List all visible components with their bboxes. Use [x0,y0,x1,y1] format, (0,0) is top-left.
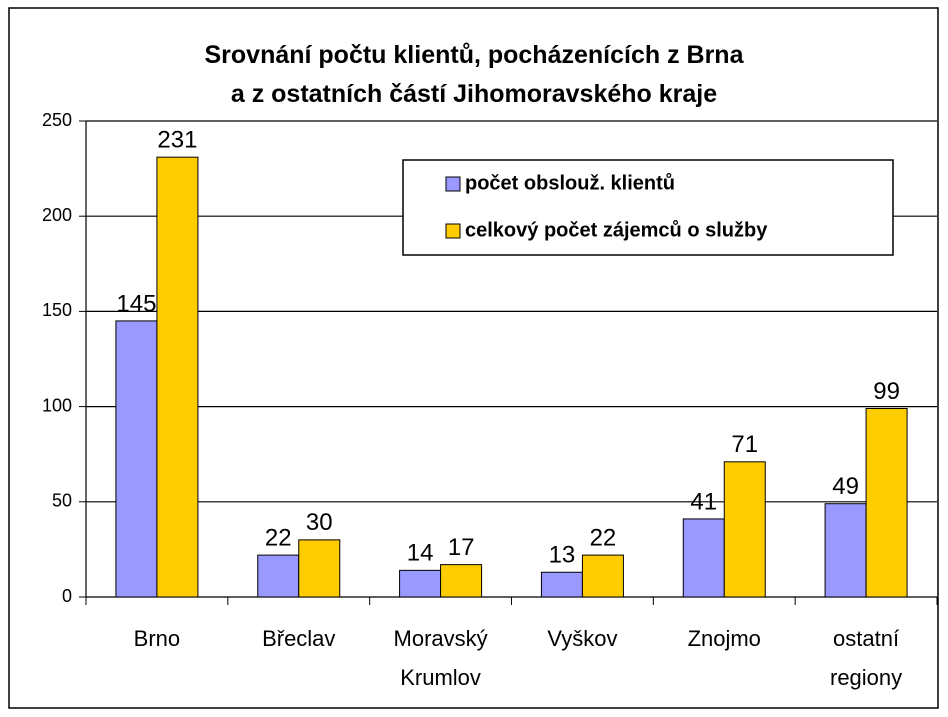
legend-box [402,159,894,256]
legend-swatch [445,223,461,239]
y-tick-label: 0 [62,586,72,606]
y-tick-label: 100 [42,395,72,415]
value-label: 99 [873,378,900,405]
bar [298,539,341,598]
legend-label: počet obslouž. klientů [465,172,675,194]
bar [682,518,725,598]
x-tick-label: Vyškov [547,626,617,651]
bar [723,461,766,598]
value-label: 231 [157,127,197,154]
bar [581,554,624,598]
x-tick-label: Brno [134,626,180,651]
bar [156,156,199,598]
value-label: 13 [549,542,576,569]
x-tick-label: Znojmo [688,626,761,651]
chart-title: Srovnání počtu klientů, pocházenících z … [205,41,745,108]
bar [540,571,583,598]
value-label: 145 [116,290,156,317]
bar [399,569,442,598]
bar [115,320,158,598]
x-tick-label: Břeclav [262,626,335,651]
y-tick-label: 150 [42,300,72,320]
bar [440,564,483,598]
legend-swatch [445,176,461,192]
value-label: 14 [407,540,434,567]
bar [824,503,867,598]
value-label: 41 [690,488,717,515]
x-tick-label: ostatní regiony [830,626,902,690]
value-label: 22 [590,524,617,551]
value-label: 30 [306,509,333,536]
y-tick-label: 50 [52,491,72,511]
x-tick-label: Moravský Krumlov [394,626,488,690]
bar [865,408,908,598]
bar [257,554,300,598]
value-label: 49 [832,473,859,500]
legend-label: celkový počet zájemců o služby [465,219,768,241]
y-tick-label: 250 [42,110,72,130]
value-label: 71 [731,431,758,458]
value-label: 17 [448,534,475,561]
y-tick-label: 200 [42,205,72,225]
value-label: 22 [265,524,292,551]
